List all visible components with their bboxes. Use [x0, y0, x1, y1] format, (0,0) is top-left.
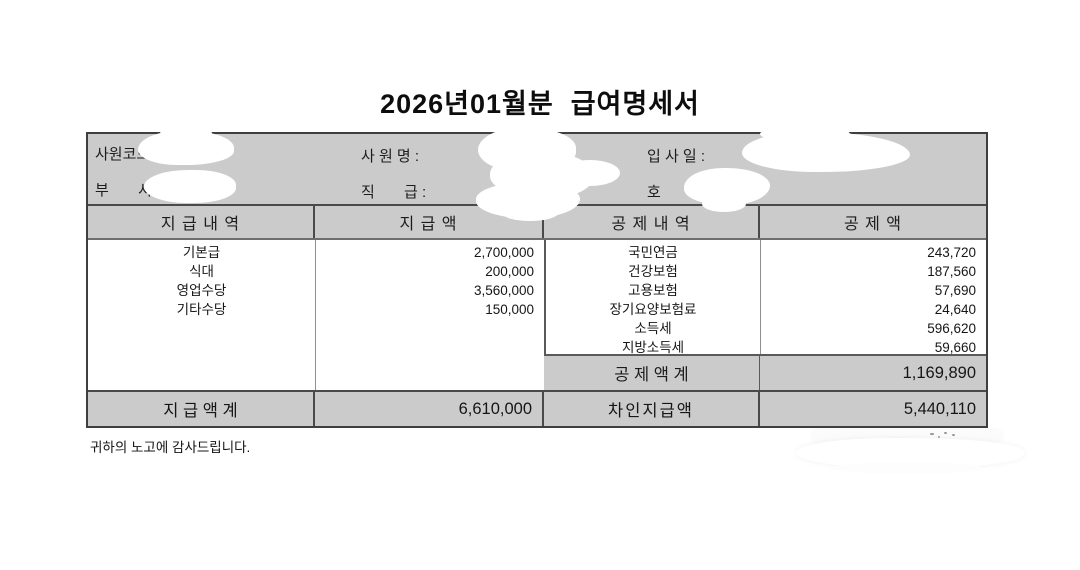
- employee-name-label: 사 원 명 :: [361, 148, 420, 165]
- payment-total-amount: 6,610,000: [315, 392, 544, 426]
- page-title: 2026년01월분 급여명세서: [380, 89, 700, 119]
- deduction-total-amount: 1,169,890: [902, 363, 976, 382]
- deduction-item-name: 소득세: [634, 321, 672, 336]
- redaction-blob-department: [144, 170, 236, 203]
- payment-item-name: 식대: [189, 264, 214, 279]
- deduction-item-name: 건강보험: [628, 264, 678, 279]
- deduction-names-column: 국민연금 건강보험 고용보험 장기요양보험료 소득세 지방소득세: [546, 243, 760, 357]
- footer-message: 귀하의 노고에 감사드립니다.: [90, 440, 251, 455]
- redaction-blob-position: [560, 160, 620, 186]
- deduction-item-name: 장기요양보험료: [609, 302, 697, 317]
- payment-item-name: 기타수당: [176, 302, 227, 317]
- payment-item-amount: 200,000: [485, 264, 534, 279]
- column-header-deduction-detail: 공 제 내 역: [544, 206, 760, 238]
- table-totals-row: 지 급 액 계 6,610,000 차인지급액 5,440,110: [88, 390, 986, 426]
- deduction-item-amount: 59,660: [934, 340, 976, 355]
- payment-item-name: 기본급: [182, 245, 221, 260]
- deduction-total-row: 공 제 액 계 1,169,890: [544, 354, 986, 390]
- redaction-blob-employee-code: [160, 124, 212, 144]
- column-header-deduction-amount: 공 제 액: [843, 216, 903, 233]
- deduction-item-name: 지방소득세: [621, 340, 685, 355]
- table-detail-area: 기본급 식대 영업수당 기타수당 2,700,000 200,000 3,560…: [88, 240, 986, 390]
- column-header-pay-detail: 지 급 내 역: [88, 206, 315, 238]
- hire-date-label: 입 사 일 :: [647, 148, 706, 165]
- deduction-item-name: 고용보험: [628, 283, 678, 298]
- payment-item-amount: 3,560,000: [473, 283, 534, 298]
- position-label: 직 급 :: [361, 184, 427, 201]
- deduction-item-amount: 24,640: [934, 302, 976, 317]
- payment-total-label: 지 급 액 계: [88, 392, 315, 426]
- smudge-remnant-mark: [938, 436, 940, 438]
- deduction-item-amount: 596,620: [927, 321, 976, 336]
- smudge-remnant-mark: [944, 432, 947, 434]
- payment-amounts-column: 2,700,000 200,000 3,560,000 150,000: [316, 243, 544, 319]
- redaction-blob-position: [502, 205, 558, 221]
- deduction-item-amount: 243,720: [927, 245, 976, 260]
- deduction-item-name: 국민연금: [628, 245, 678, 260]
- column-divider: [544, 240, 546, 390]
- redaction-blob-pay-grade: [702, 196, 746, 212]
- payment-item-amount: 2,700,000: [473, 245, 534, 260]
- redaction-smudge: [832, 462, 982, 474]
- payment-item-name: 영업수당: [176, 283, 227, 298]
- deduction-amounts-column: 243,720 187,560 57,690 24,640 596,620 59…: [761, 243, 986, 357]
- smudge-remnant-mark: [952, 434, 955, 436]
- smudge-remnant-mark: [930, 433, 934, 435]
- net-pay-amount: 5,440,110: [903, 399, 976, 418]
- deduction-total-label: 공 제 액 계: [544, 356, 760, 390]
- column-divider: [760, 240, 761, 354]
- column-header-pay-amount: 지 급 액: [315, 206, 544, 238]
- deduction-item-amount: 57,690: [934, 283, 976, 298]
- payment-item-amount: 150,000: [485, 302, 534, 317]
- column-divider: [315, 240, 316, 390]
- redaction-blob-hire-date: [760, 126, 850, 142]
- net-pay-label: 차인지급액: [544, 392, 760, 426]
- deduction-item-amount: 187,560: [927, 264, 976, 279]
- payment-names-column: 기본급 식대 영업수당 기타수당: [88, 243, 315, 319]
